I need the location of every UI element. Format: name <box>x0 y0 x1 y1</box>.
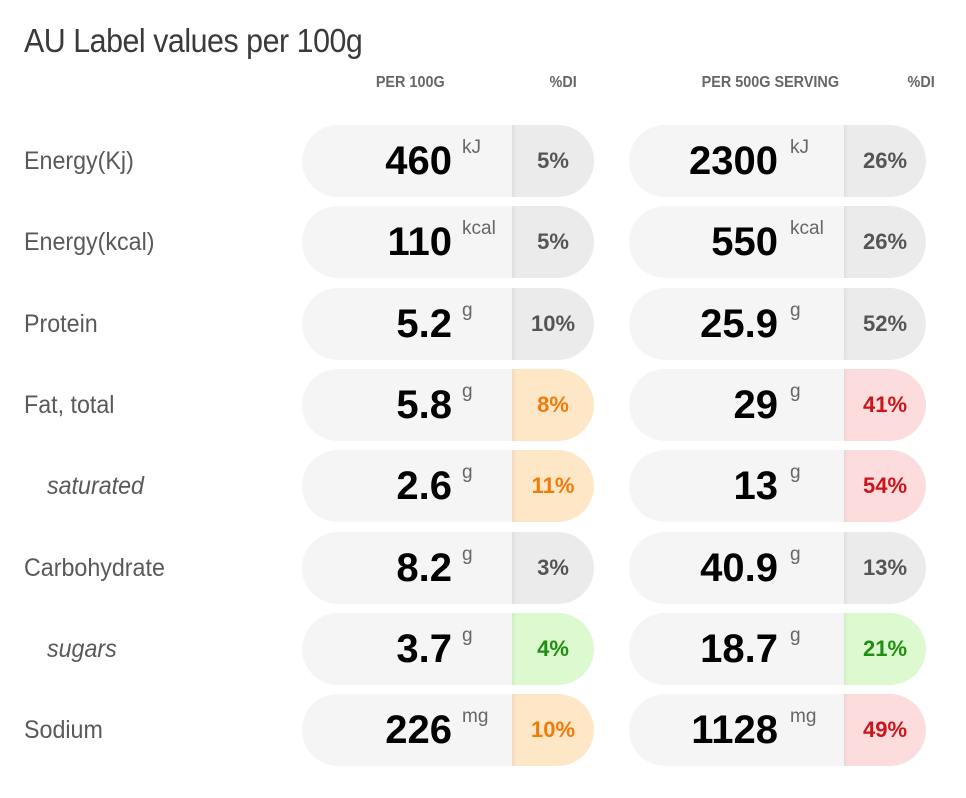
unit-label: kcal <box>790 218 824 239</box>
di-percent-per-100g: 5% <box>512 206 594 278</box>
value-per-serving: 40.9 <box>700 546 778 590</box>
unit-label: g <box>790 462 801 483</box>
nutrient-label: saturated <box>47 472 144 500</box>
unit-label: kJ <box>790 137 809 158</box>
header-di-serving: %DI <box>907 74 935 91</box>
table-row: Energy(kcal) 110 kcal 5% 550 kcal 26% <box>0 206 966 278</box>
di-percent-per-100g: 8% <box>512 369 594 441</box>
di-percent-per-serving: 54% <box>844 450 926 522</box>
unit-label: mg <box>790 706 817 727</box>
value-pill-per-100g: 5.2 g 10% <box>302 288 594 360</box>
unit-label: g <box>790 544 801 565</box>
value-pill-per-100g: 110 kcal 5% <box>302 206 594 278</box>
value-pill-per-100g: 3.7 g 4% <box>302 613 594 685</box>
di-percent-per-serving: 52% <box>844 288 926 360</box>
table-row: Protein 5.2 g 10% 25.9 g 52% <box>0 288 966 360</box>
unit-label: g <box>462 625 473 646</box>
value-pill-per-serving: 18.7 g 21% <box>629 613 926 685</box>
value-per-100g: 5.2 <box>396 302 452 346</box>
value-pill-per-100g: 5.8 g 8% <box>302 369 594 441</box>
header-di-100g: %DI <box>549 74 577 91</box>
value-per-100g: 110 <box>387 220 452 264</box>
value-per-serving: 29 <box>733 383 779 427</box>
table-row: Energy(Kj) 460 kJ 5% 2300 kJ 26% <box>0 125 966 197</box>
header-per-serving: PER 500G SERVING <box>701 74 840 91</box>
value-pill-per-serving: 1128 mg 49% <box>629 694 926 766</box>
value-pill-per-serving: 29 g 41% <box>629 369 926 441</box>
value-per-100g: 5.8 <box>396 383 452 427</box>
value-per-100g: 3.7 <box>396 627 452 671</box>
table-row: sugars 3.7 g 4% 18.7 g 21% <box>0 613 966 685</box>
unit-label: g <box>790 300 801 321</box>
table-row: saturated 2.6 g 11% 13 g 54% <box>0 450 966 522</box>
value-per-serving: 25.9 <box>700 302 778 346</box>
value-per-100g: 8.2 <box>396 546 452 590</box>
value-pill-per-serving: 40.9 g 13% <box>629 532 926 604</box>
unit-label: mg <box>462 706 489 727</box>
value-per-serving: 550 <box>711 220 778 264</box>
value-pill-per-100g: 2.6 g 11% <box>302 450 594 522</box>
value-per-serving: 13 <box>733 464 779 508</box>
value-pill-per-100g: 460 kJ 5% <box>302 125 594 197</box>
di-percent-per-100g: 5% <box>512 125 594 197</box>
nutrient-label: Protein <box>24 310 98 338</box>
nutrient-label: Fat, total <box>24 391 115 419</box>
di-percent-per-serving: 13% <box>844 532 926 604</box>
di-percent-per-serving: 26% <box>844 206 926 278</box>
value-pill-per-serving: 13 g 54% <box>629 450 926 522</box>
unit-label: g <box>790 381 801 402</box>
value-pill-per-100g: 226 mg 10% <box>302 694 594 766</box>
nutrient-label: Carbohydrate <box>24 554 165 582</box>
unit-label: g <box>462 300 473 321</box>
di-percent-per-100g: 4% <box>512 613 594 685</box>
value-pill-per-serving: 550 kcal 26% <box>629 206 926 278</box>
unit-label: g <box>462 462 473 483</box>
table-row: Carbohydrate 8.2 g 3% 40.9 g 13% <box>0 532 966 604</box>
header-per-100g: PER 100G <box>375 74 445 91</box>
unit-label: kcal <box>462 218 496 239</box>
di-percent-per-100g: 10% <box>512 694 594 766</box>
nutrient-label: Energy(Kj) <box>24 147 134 175</box>
di-percent-per-100g: 3% <box>512 532 594 604</box>
nutrient-label: sugars <box>47 635 117 663</box>
unit-label: g <box>462 544 473 565</box>
unit-label: g <box>790 625 801 646</box>
value-pill-per-100g: 8.2 g 3% <box>302 532 594 604</box>
value-pill-per-serving: 2300 kJ 26% <box>629 125 926 197</box>
di-percent-per-serving: 41% <box>844 369 926 441</box>
value-per-100g: 460 <box>385 139 452 183</box>
di-percent-per-serving: 26% <box>844 125 926 197</box>
di-percent-per-serving: 21% <box>844 613 926 685</box>
di-percent-per-100g: 10% <box>512 288 594 360</box>
value-per-serving: 2300 <box>689 139 778 183</box>
unit-label: kJ <box>462 137 481 158</box>
nutrient-label: Energy(kcal) <box>24 228 155 256</box>
page-title: AU Label values per 100g <box>24 22 363 59</box>
value-pill-per-serving: 25.9 g 52% <box>629 288 926 360</box>
di-percent-per-serving: 49% <box>844 694 926 766</box>
value-per-serving: 1128 <box>691 708 778 752</box>
value-per-100g: 226 <box>385 708 452 752</box>
value-per-100g: 2.6 <box>396 464 452 508</box>
table-row: Fat, total 5.8 g 8% 29 g 41% <box>0 369 966 441</box>
value-per-serving: 18.7 <box>700 627 778 671</box>
di-percent-per-100g: 11% <box>512 450 594 522</box>
nutrient-label: Sodium <box>24 716 103 744</box>
table-row: Sodium 226 mg 10% 1128 mg 49% <box>0 694 966 766</box>
unit-label: g <box>462 381 473 402</box>
